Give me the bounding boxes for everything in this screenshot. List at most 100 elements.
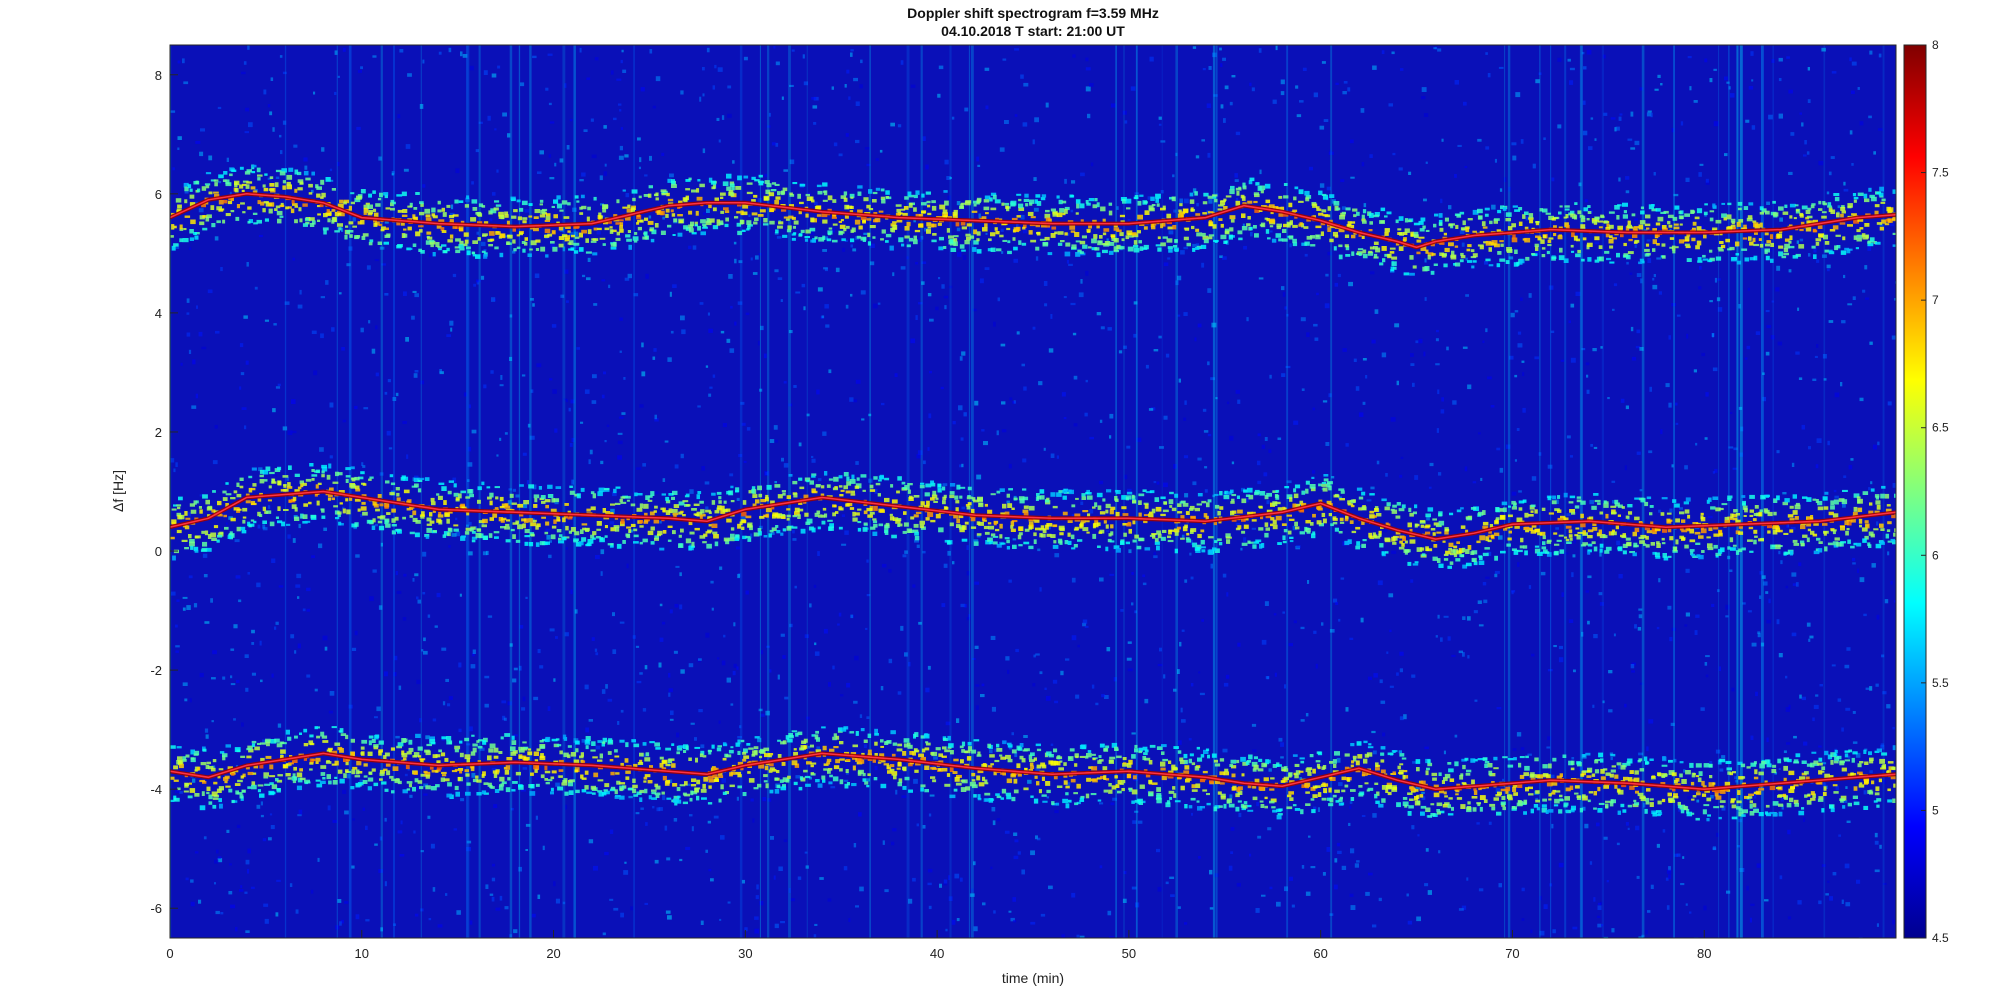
band-speckle — [720, 196, 724, 199]
interference-streak — [1212, 45, 1216, 938]
noise-speckle — [384, 881, 387, 887]
band-speckle — [885, 190, 890, 195]
noise-speckle — [1607, 397, 1610, 400]
band-speckle — [1586, 242, 1593, 247]
noise-speckle — [1769, 248, 1773, 252]
band-speckle — [800, 229, 805, 233]
noise-speckle — [664, 825, 668, 831]
noise-speckle — [1483, 599, 1488, 604]
noise-speckle — [1462, 346, 1468, 349]
noise-speckle — [1522, 372, 1525, 376]
noise-speckle — [356, 126, 361, 130]
noise-speckle — [1098, 480, 1104, 485]
noise-speckle — [325, 280, 329, 285]
interference-streak — [1539, 45, 1541, 938]
band-speckle — [712, 207, 717, 212]
noise-speckle — [737, 736, 742, 739]
spectral-bands — [170, 164, 1896, 822]
noise-speckle — [1826, 191, 1830, 195]
band-speckle — [328, 463, 332, 469]
band-speckle — [1133, 245, 1139, 248]
noise-speckle — [1255, 908, 1260, 913]
band-speckle — [953, 209, 958, 215]
band-speckle — [420, 203, 424, 207]
band-speckle — [365, 202, 370, 205]
band-speckle — [639, 219, 644, 223]
noise-speckle — [329, 168, 333, 172]
band-speckle — [1192, 247, 1196, 252]
band-speckle — [1540, 239, 1545, 244]
noise-speckle — [641, 371, 646, 377]
band-speckle — [1384, 231, 1389, 236]
noise-speckle — [784, 696, 789, 700]
band-speckle — [838, 220, 842, 223]
noise-speckle — [1704, 58, 1708, 63]
noise-speckle — [1777, 341, 1783, 346]
band-speckle — [1346, 224, 1351, 229]
band-speckle — [783, 216, 789, 219]
noise-speckle — [738, 260, 743, 264]
band-speckle — [1880, 201, 1886, 204]
band-speckle — [759, 209, 766, 213]
noise-speckle — [555, 636, 558, 639]
noise-speckle — [627, 273, 632, 279]
band-speckle — [1075, 252, 1081, 257]
noise-speckle — [774, 269, 779, 273]
noise-speckle — [1801, 424, 1805, 430]
noise-speckle — [1671, 128, 1675, 133]
band-speckle — [631, 189, 638, 194]
band-speckle — [898, 237, 904, 243]
noise-speckle — [1635, 345, 1641, 349]
noise-speckle — [674, 464, 679, 469]
noise-speckle — [1796, 240, 1799, 244]
noise-speckle — [1695, 442, 1698, 446]
band-speckle — [350, 201, 355, 205]
band-speckle — [1784, 204, 1788, 208]
band-speckle — [789, 192, 793, 195]
noise-speckle — [521, 374, 526, 377]
noise-speckle — [1207, 288, 1212, 293]
band-speckle — [257, 511, 261, 517]
band-speckle — [691, 189, 697, 193]
noise-speckle — [814, 923, 818, 926]
noise-speckle — [593, 303, 598, 306]
noise-speckle — [733, 241, 737, 245]
band-speckle — [1183, 236, 1189, 241]
band-speckle — [1805, 209, 1811, 214]
band-speckle — [1217, 204, 1224, 207]
noise-speckle — [1646, 746, 1649, 752]
band-speckle — [317, 213, 321, 216]
noise-speckle — [547, 706, 551, 711]
noise-speckle — [1380, 700, 1386, 704]
band-speckle — [1709, 210, 1715, 213]
noise-speckle — [1543, 904, 1548, 909]
band-speckle — [1390, 266, 1395, 272]
band-speckle — [782, 234, 788, 238]
band-speckle — [1091, 238, 1097, 244]
noise-speckle — [182, 596, 188, 599]
band-speckle — [179, 238, 183, 243]
band-speckle — [248, 475, 253, 479]
noise-speckle — [589, 449, 593, 455]
noise-speckle — [1296, 114, 1302, 118]
noise-speckle — [1538, 452, 1542, 456]
band-speckle — [1467, 260, 1473, 263]
noise-speckle — [337, 75, 340, 78]
band-speckle — [1741, 248, 1748, 251]
noise-speckle — [1705, 655, 1710, 658]
interference-streak — [920, 45, 923, 938]
noise-speckle — [379, 246, 385, 250]
noise-speckle — [277, 383, 281, 386]
noise-speckle — [1480, 477, 1483, 481]
noise-speckle — [875, 158, 879, 161]
band-speckle — [431, 213, 436, 217]
band-speckle — [944, 200, 949, 206]
band-speckle — [1500, 205, 1504, 210]
band-speckle — [1018, 198, 1022, 202]
band-speckle — [384, 194, 388, 199]
band-speckle — [992, 194, 997, 200]
noise-speckle — [1341, 206, 1346, 210]
noise-speckle — [788, 330, 793, 334]
noise-speckle — [1828, 320, 1834, 323]
noise-speckle — [982, 902, 986, 906]
